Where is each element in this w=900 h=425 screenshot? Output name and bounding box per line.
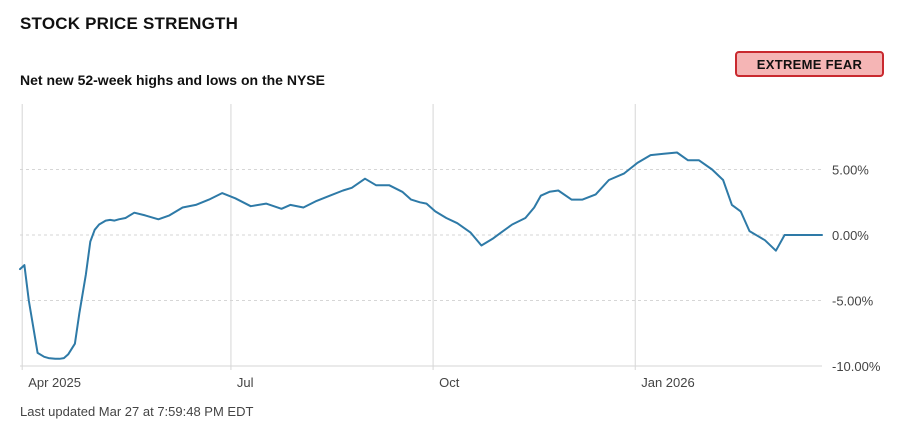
sentiment-badge: EXTREME FEAR — [735, 51, 884, 77]
x-tick-label: Oct — [439, 375, 460, 390]
x-tick-label: Apr 2025 — [28, 375, 81, 390]
y-axis-labels: 5.00% 0.00% -5.00% -10.00% — [832, 163, 881, 375]
last-updated-text: Last updated Mar 27 at 7:59:48 PM EDT — [20, 404, 254, 419]
chart-subtitle: Net new 52-week highs and lows on the NY… — [20, 72, 325, 88]
y-tick-label: -10.00% — [832, 359, 881, 374]
chart-title: STOCK PRICE STRENGTH — [20, 14, 239, 33]
y-tick-label: 0.00% — [832, 228, 869, 243]
y-tick-label: -5.00% — [832, 294, 874, 309]
x-tick-label: Jul — [237, 375, 254, 390]
series-line — [19, 151, 823, 360]
y-tick-label: 5.00% — [832, 163, 869, 178]
x-tick-label: Jan 2026 — [641, 375, 695, 390]
data-series — [19, 151, 823, 360]
gridlines — [20, 104, 822, 370]
x-axis-ticks: Apr 2025 Jul Oct Jan 2026 — [28, 375, 695, 390]
